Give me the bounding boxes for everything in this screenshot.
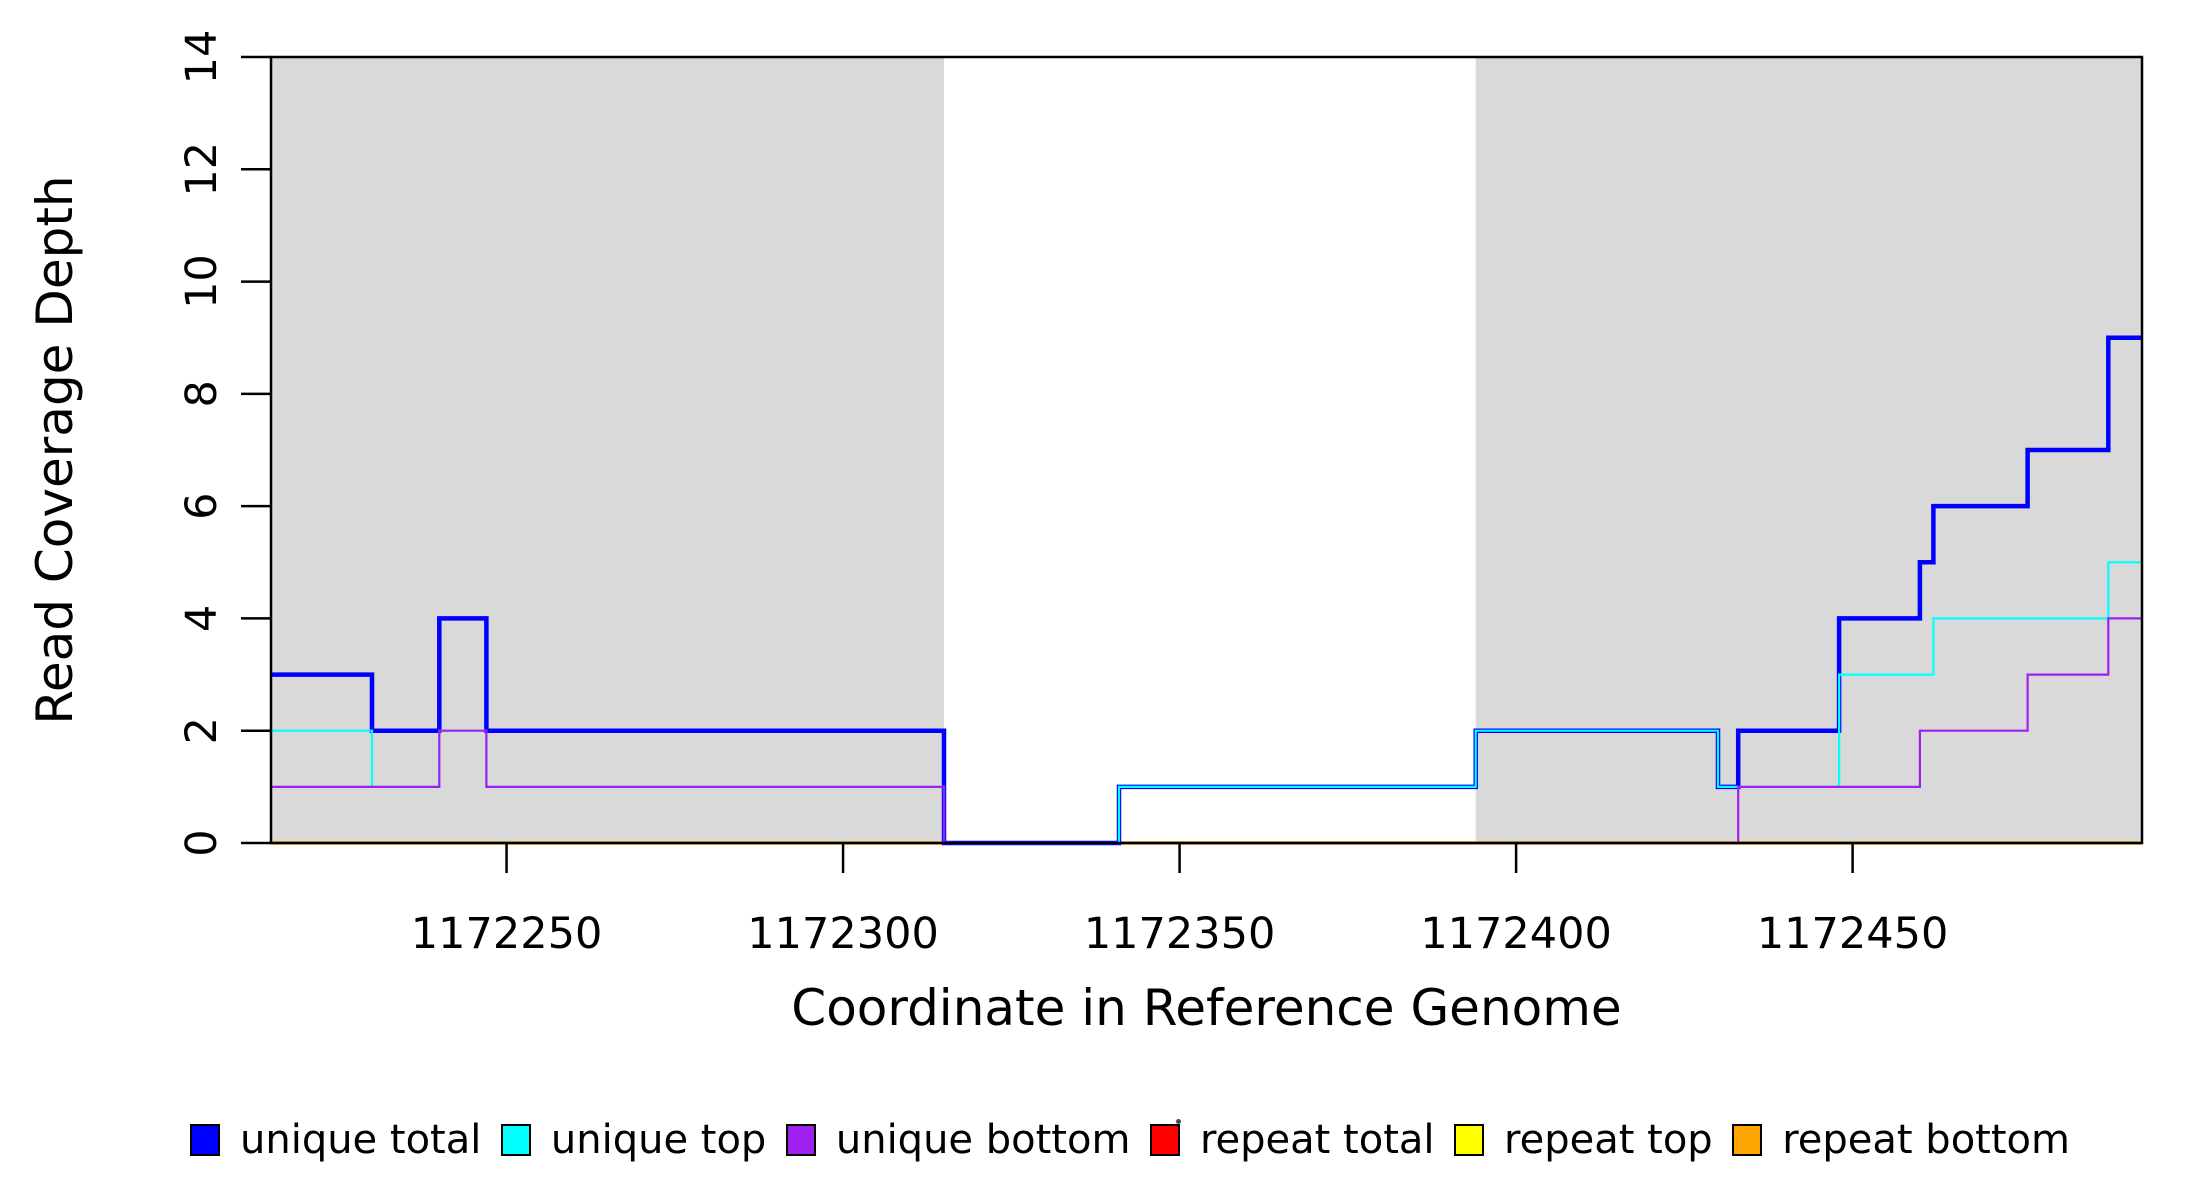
legend-item-repeat-total: repeat total [1149, 1117, 1435, 1163]
legend-label: repeat total [1199, 1117, 1435, 1163]
legend-label: unique top [550, 1117, 767, 1163]
y-tick-label: 6 [177, 492, 227, 519]
y-tick-label: 0 [177, 829, 227, 856]
y-tick-label: 12 [177, 142, 227, 197]
legend-swatch-repeat-bottom [1732, 1124, 1763, 1156]
legend-item-unique-top: unique top [500, 1117, 767, 1163]
repeat-region-1 [271, 57, 945, 843]
legend-label: unique total [240, 1117, 482, 1163]
legend-item-repeat-top: repeat top [1454, 1120, 1713, 1160]
stray-dot [1176, 1119, 1181, 1124]
plot-border [269, 55, 2144, 845]
legend-label: repeat top [1504, 1117, 1713, 1163]
legend-item-unique-total: unique total [190, 1120, 481, 1160]
y-tick-label: 2 [177, 717, 227, 744]
legend-swatch-repeat-total [1149, 1124, 1180, 1156]
legend-swatch-unique-bottom [785, 1124, 816, 1156]
legend-swatch-repeat-top [1454, 1124, 1485, 1156]
series-unique-bottom-line [271, 617, 2142, 845]
y-axis-title: Read Coverage Depth [26, 175, 84, 724]
chart-legend: unique total unique top unique bottom repea… [190, 1118, 2070, 1162]
y-tick-label: 4 [177, 605, 227, 632]
legend-item-repeat-bottom: repeat bottom [1732, 1120, 2070, 1160]
legend-item-unique-bottom: unique bottom [785, 1117, 1131, 1163]
legend-swatch-unique-top [500, 1124, 531, 1156]
x-tick-label: 1172450 [1757, 909, 1949, 959]
x-tick-label: 1172400 [1420, 909, 1612, 959]
y-tick-label: 10 [177, 254, 227, 309]
y-tick-label: 8 [177, 380, 227, 407]
x-tick-label: 1172350 [1084, 909, 1276, 959]
x-axis-title: Coordinate in Reference Genome [791, 979, 1621, 1037]
legend-label: unique bottom [835, 1117, 1131, 1163]
legend-swatch-unique-total [190, 1124, 220, 1156]
x-tick-label: 1172250 [411, 909, 603, 959]
x-tick-label: 1172300 [747, 909, 939, 959]
legend-label: repeat bottom [1782, 1117, 2070, 1163]
y-tick-label: 14 [177, 30, 227, 85]
